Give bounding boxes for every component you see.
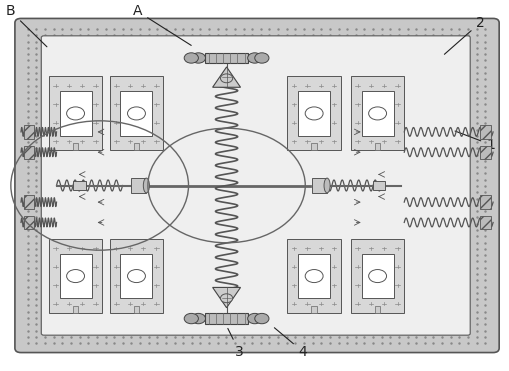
Circle shape: [191, 313, 206, 324]
Circle shape: [128, 270, 146, 283]
FancyBboxPatch shape: [41, 36, 470, 335]
Circle shape: [248, 313, 262, 324]
Bar: [373, 181, 385, 190]
Bar: [73, 181, 86, 190]
Bar: [312, 306, 317, 313]
Bar: [351, 239, 404, 313]
Circle shape: [220, 294, 233, 303]
Circle shape: [254, 53, 269, 63]
Bar: [131, 178, 147, 193]
Circle shape: [191, 53, 206, 63]
Bar: [110, 239, 163, 313]
Bar: [73, 143, 78, 150]
Bar: [23, 216, 34, 229]
Bar: [480, 125, 491, 138]
Circle shape: [67, 270, 84, 283]
Bar: [23, 125, 34, 138]
Bar: [351, 76, 404, 150]
Circle shape: [369, 107, 386, 120]
Bar: [110, 76, 163, 150]
Circle shape: [128, 107, 146, 120]
Circle shape: [220, 74, 233, 83]
Bar: [133, 306, 139, 313]
Bar: [60, 254, 92, 298]
Text: B: B: [6, 4, 47, 47]
Circle shape: [254, 313, 269, 324]
Bar: [480, 216, 491, 229]
Bar: [480, 196, 491, 209]
Bar: [361, 91, 393, 136]
Polygon shape: [213, 67, 241, 87]
Ellipse shape: [144, 178, 150, 193]
Ellipse shape: [324, 178, 330, 193]
Circle shape: [305, 107, 323, 120]
Bar: [205, 53, 248, 63]
Bar: [361, 254, 393, 298]
Bar: [375, 306, 380, 313]
Bar: [23, 196, 34, 209]
Bar: [312, 143, 317, 150]
Bar: [60, 91, 92, 136]
Polygon shape: [213, 288, 241, 308]
Bar: [298, 254, 330, 298]
Bar: [121, 254, 153, 298]
Circle shape: [67, 107, 84, 120]
Text: 4: 4: [274, 328, 307, 358]
Circle shape: [369, 270, 386, 283]
Bar: [49, 76, 102, 150]
FancyBboxPatch shape: [15, 19, 499, 352]
Bar: [298, 91, 330, 136]
Bar: [288, 239, 341, 313]
Bar: [288, 76, 341, 150]
Bar: [121, 91, 153, 136]
Text: 1: 1: [455, 131, 495, 151]
Bar: [480, 145, 491, 159]
Bar: [375, 143, 380, 150]
Bar: [205, 313, 248, 324]
Circle shape: [305, 270, 323, 283]
Bar: [133, 143, 139, 150]
Bar: [49, 239, 102, 313]
Text: 2: 2: [444, 16, 485, 54]
Bar: [312, 178, 327, 193]
Circle shape: [248, 53, 262, 63]
Text: A: A: [133, 4, 191, 45]
Text: 3: 3: [228, 328, 244, 358]
Circle shape: [184, 53, 199, 63]
Circle shape: [184, 313, 199, 324]
Bar: [73, 306, 78, 313]
Bar: [23, 145, 34, 159]
